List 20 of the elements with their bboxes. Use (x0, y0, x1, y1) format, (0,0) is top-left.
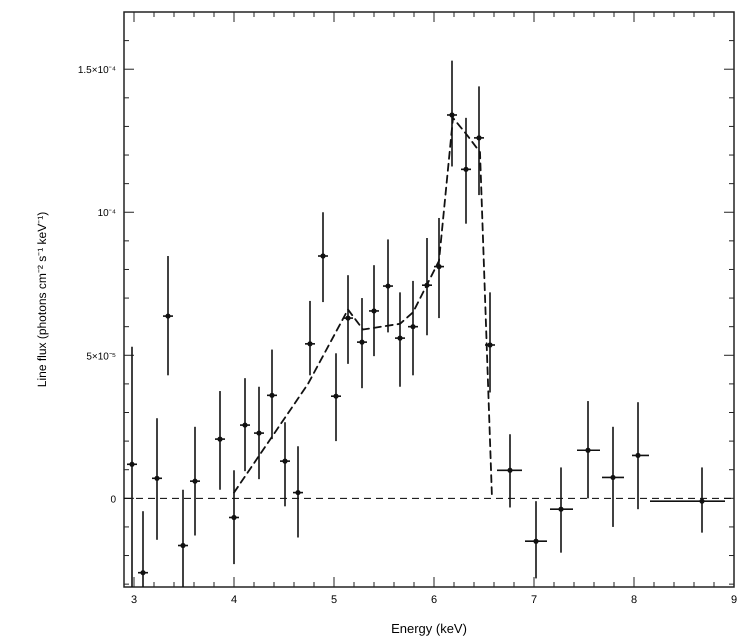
point (699, 498, 705, 504)
x-tick-label: 9 (730, 594, 738, 606)
point (585, 448, 591, 453)
y-tick-label: 5×10⁻⁵ (86, 351, 116, 362)
x-tick-label: 5 (330, 594, 338, 606)
point (558, 506, 564, 512)
y-tick-label: 10⁻⁴ (98, 208, 116, 220)
y-tick-label: 1.5×10⁻⁴ (78, 65, 116, 76)
point (507, 468, 513, 473)
x-tick-label: 7 (530, 594, 538, 606)
point (610, 474, 616, 480)
point (635, 452, 641, 458)
y-axis-title: Line flux (photons cm⁻² s⁻¹ keV⁻¹) (35, 212, 49, 388)
x-axis-title: Energy (keV) (391, 621, 467, 636)
x-tick-label: 8 (630, 594, 638, 606)
x-tick-label: 6 (430, 594, 438, 606)
y-tick-label: 0 (110, 494, 116, 506)
x-tick-label: 4 (230, 594, 238, 606)
x-tick-label: 3 (130, 594, 138, 606)
point (533, 538, 539, 544)
